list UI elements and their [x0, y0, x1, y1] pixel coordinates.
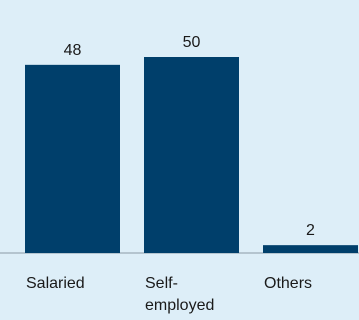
category-label-1-line-0: Self- — [145, 275, 178, 292]
bar-2 — [263, 245, 358, 253]
bar-value-label-2: 2 — [306, 222, 315, 239]
category-label-0: Salaried — [26, 275, 85, 292]
bar-group: 48 Salaried 50 Self-employed 2 Others — [25, 34, 358, 314]
bar-0 — [25, 64, 120, 253]
bar-value-label-1: 50 — [183, 34, 201, 51]
category-label-1-line-1: employed — [145, 297, 214, 314]
category-label-2: Others — [264, 275, 312, 292]
bar-1 — [144, 57, 239, 253]
bar-value-label-0: 48 — [64, 42, 82, 59]
